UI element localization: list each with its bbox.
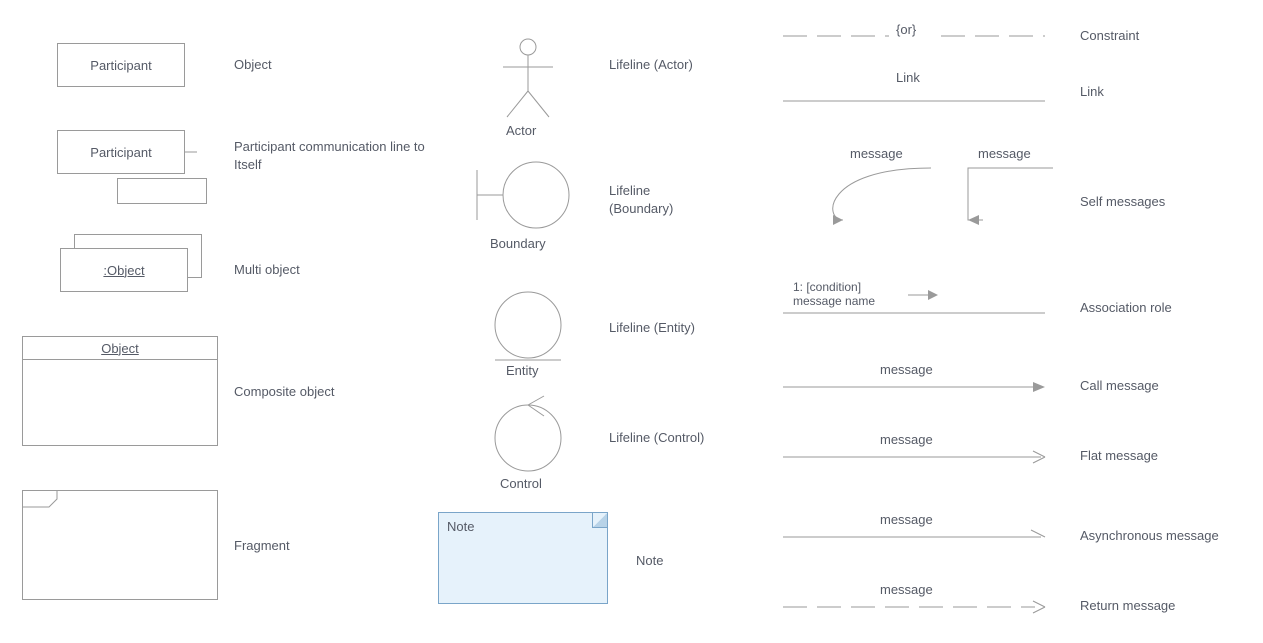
- self-msg2: message: [978, 146, 1031, 161]
- label-flat: Flat message: [1080, 448, 1158, 463]
- label-return: Return message: [1080, 598, 1175, 613]
- label-composite: Composite object: [234, 384, 334, 399]
- actor-icon: [493, 37, 563, 133]
- entity-icon: [490, 290, 570, 370]
- participant-box: Participant: [57, 43, 185, 87]
- control-caption: Control: [500, 476, 542, 491]
- assoc-arrow-icon: [908, 288, 938, 302]
- call-msg-text: message: [880, 362, 933, 377]
- control-icon: [490, 398, 570, 478]
- label-link: Link: [1080, 84, 1104, 99]
- actor-caption: Actor: [506, 123, 536, 138]
- label-assoc: Association role: [1080, 300, 1172, 315]
- assoc-line1: 1: [condition]: [793, 280, 861, 294]
- self-msg1: message: [850, 146, 903, 161]
- boundary-caption: Boundary: [490, 236, 546, 251]
- label-multi: Multi object: [234, 262, 300, 277]
- composite-head-text: Object: [101, 341, 139, 356]
- label-lifeline-entity: Lifeline (Entity): [609, 320, 695, 335]
- fragment-box: [22, 490, 218, 600]
- composite-box: Object: [22, 336, 218, 446]
- label-self: Self messages: [1080, 194, 1165, 209]
- flat-msg-text: message: [880, 432, 933, 447]
- async-msg-icon: [783, 530, 1045, 544]
- note-box: Note: [438, 512, 608, 604]
- comm-connector-icon: [185, 152, 205, 192]
- link-text: Link: [896, 70, 920, 85]
- entity-caption: Entity: [506, 363, 539, 378]
- label-fragment: Fragment: [234, 538, 290, 553]
- label-lifeline-boundary: Lifeline (Boundary): [609, 182, 709, 217]
- label-note: Note: [636, 553, 663, 568]
- participant-comm-text: Participant: [90, 145, 151, 160]
- link-line-icon: [783, 99, 1045, 103]
- multi-front: :Object: [60, 248, 188, 292]
- label-constraint: Constraint: [1080, 28, 1139, 43]
- async-msg-text: message: [880, 512, 933, 527]
- participant-text: Participant: [90, 58, 151, 73]
- note-fold-icon: [592, 513, 607, 528]
- label-call: Call message: [1080, 378, 1159, 393]
- return-msg-text: message: [880, 582, 933, 597]
- boundary-icon: [471, 160, 581, 240]
- label-comm: Participant communication line to Itself: [234, 138, 434, 173]
- self-messages-icon: [783, 160, 1053, 240]
- call-msg-icon: [783, 380, 1045, 394]
- label-async: Asynchronous message: [1080, 528, 1219, 543]
- note-text: Note: [447, 519, 474, 534]
- assoc-line-icon: [783, 306, 1045, 320]
- constraint-text: {or}: [896, 22, 916, 37]
- label-object: Object: [234, 57, 272, 72]
- participant-comm-box: Participant: [57, 130, 185, 174]
- flat-msg-icon: [783, 450, 1045, 464]
- label-lifeline-actor: Lifeline (Actor): [609, 57, 693, 72]
- fragment-tab-icon: [23, 491, 63, 511]
- label-lifeline-control: Lifeline (Control): [609, 430, 704, 445]
- assoc-line2: message name: [793, 294, 875, 308]
- multi-text: :Object: [103, 263, 144, 278]
- return-msg-icon: [783, 600, 1045, 614]
